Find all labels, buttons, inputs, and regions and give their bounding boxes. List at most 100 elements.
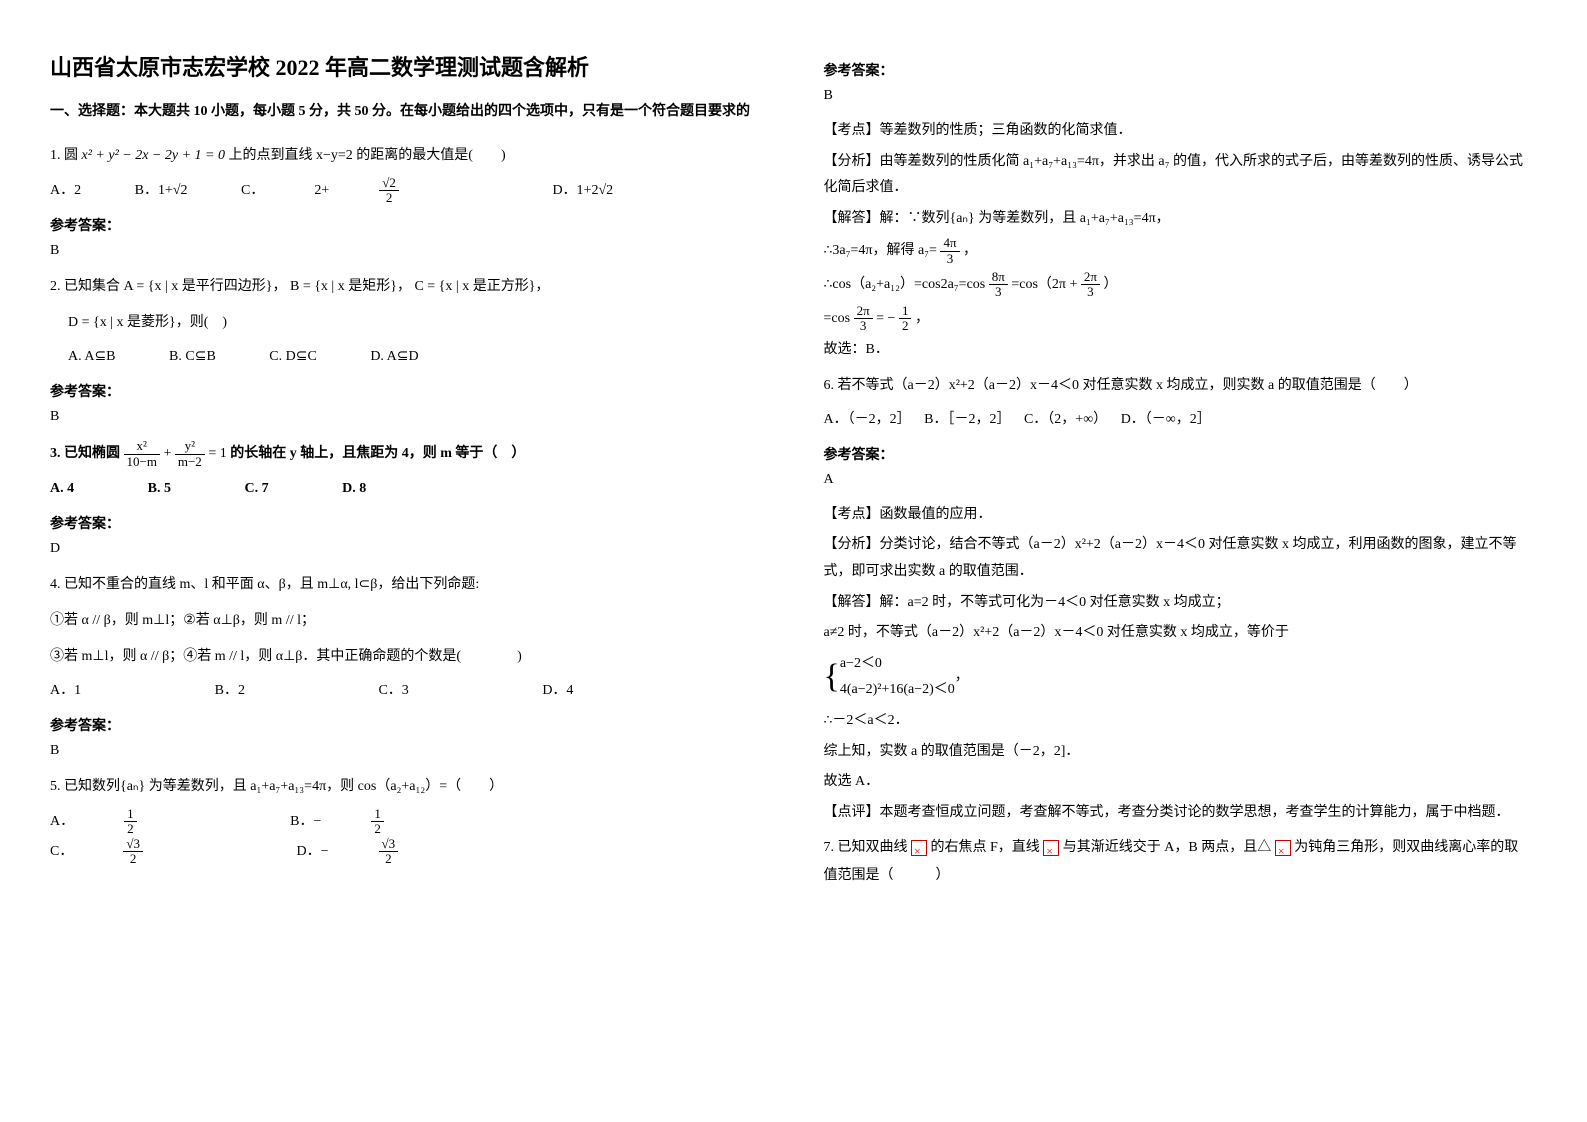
q1-optC-frac: √22 [379,176,449,206]
q2-options: A. A⊆B B. C⊆B C. D⊆C D. A⊆D [68,343,754,371]
lbl: D．− [296,838,328,866]
q4-optC: C．3 [378,677,408,705]
q5-optB: B．− 12 [290,807,484,837]
q2-ans: B [50,409,754,425]
frac-num: 1 [371,807,384,822]
q6-options: A．（－2，2］ B．［－2，2］ C．（2，+∞） D．（－∞，2］ [824,406,1528,434]
q1-options: A．2 B．1+√2 C． 2+ √22 D．1+2√2 [50,176,754,206]
q4-optB: B．2 [215,677,245,705]
frac: 4π3 [940,236,959,266]
q6-gx: 故选 A． [824,769,1528,796]
frac-num: 4π [940,236,959,251]
q2-optD: D. A⊆D [370,343,418,371]
q4-options: A．1 B．2 C．3 D．4 [50,677,754,705]
brace-icon: { [824,660,840,694]
txt: ∴cos（a₂+a₁₂）=cos2a₇=cos [824,277,989,292]
frac-num: 2π [1081,270,1100,285]
q6-jd4: 综上知，实数 a 的取值范围是（－2，2]． [824,739,1528,766]
frac: √32 [123,837,193,867]
sys1: a−2＜0 [840,651,955,678]
missing-image-icon [1275,840,1291,856]
frac-den: 2 [899,319,912,333]
q3-plus: + [163,446,174,461]
q1-optC-pre: C． [241,177,264,205]
q3-pre: 3. 已知椭圆 [50,446,124,461]
q2-optA: A. A⊆B [68,343,116,371]
q1-stem: 1. 圆 x² + y² − 2x − 2y + 1 = 0 上的点到直线 x−… [50,142,754,170]
q6-kd: 【考点】函数最值的应用． [824,502,1528,529]
q6-optC: C．（2，+∞） [1024,406,1107,434]
q6-dp: 【点评】本题考查恒成立问题，考查解不等式，考查分类讨论的数学思想，考查学生的计算… [824,800,1528,827]
q5-ans-label: 参考答案： [824,60,1528,80]
frac: 12 [371,807,434,837]
frac: 12 [899,304,912,334]
q1-optC-prefix: 2+ [314,177,329,205]
q6-jd3: ∴－2＜a＜2． [824,708,1528,735]
sys2: 4(a−2)²+16(a−2)＜0 [840,677,955,704]
txt: ） [1103,277,1117,292]
q1-ans: B [50,243,754,259]
q5-optC: C．√32 [50,837,243,867]
frac-den: 2 [379,852,399,866]
q6-stem: 6. 若不等式（a－2）x²+2（a－2）x－4＜0 对任意实数 x 均成立，则… [824,372,1528,400]
frac-num: 8π [989,270,1008,285]
q4-optA: A．1 [50,677,81,705]
q3-post: 的长轴在 y 轴上，且焦距为 4，则 m 等于（ ） [230,446,525,461]
q1-post: 上的点到直线 x−y=2 的距离的最大值是( ) [225,148,506,163]
q6-sys: { a−2＜0 4(a−2)²+16(a−2)＜0 ， [824,651,1528,704]
frac-num: √3 [123,837,143,852]
frac-den: 3 [940,252,959,266]
q5-optD: D．− √32 [296,837,498,867]
frac-num: y² [175,439,205,454]
q3-optC: C. 7 [244,475,268,503]
frac-num: √3 [379,837,399,852]
q2-stem: 2. 已知集合 A = {x | x 是平行四边形}， B = {x | x 是… [50,273,754,301]
frac-den: 3 [854,319,873,333]
frac-den: 3 [989,285,1008,299]
q5-stem: 5. 已知数列{aₙ} 为等差数列，且 a₁+a₇+a₁₃=4π，则 cos（a… [50,773,754,801]
q3-stem: 3. 已知椭圆 x²10−m + y²m−2 = 1 的长轴在 y 轴上，且焦距… [50,439,754,469]
q7-stem: 7. 已知双曲线 的右焦点 F，直线 与其渐近线交于 A，B 两点，且△ 为钝角… [824,834,1528,890]
q6-jd2: a≠2 时，不等式（a－2）x²+2（a－2）x－4＜0 对任意实数 x 均成立… [824,620,1528,647]
missing-image-icon [911,840,927,856]
txt: ， [915,311,929,326]
q2-stem2: D = {x | x 是菱形}，则( ) [68,309,754,337]
sys-body: a−2＜0 4(a−2)²+16(a−2)＜0 [840,651,955,704]
q1-formula: x² + y² − 2x − 2y + 1 = 0 [82,148,226,163]
lbl: B．− [290,808,321,836]
missing-image-icon [1043,840,1059,856]
q5-optA: A．12 [50,807,237,837]
frac-den: 3 [1081,285,1100,299]
q6-optD: D．（－∞，2］ [1121,406,1211,434]
q3-ans-label: 参考答案： [50,513,754,533]
frac-den: 2 [124,822,137,836]
frac: 2π3 [854,304,873,334]
frac-num: √2 [379,176,399,191]
q5-options: A．12 B．−12 C．√32 D．−√32 [50,807,754,866]
frac: 12 [124,807,187,837]
q5-jd2: ∴3a₇=4π，解得 a₇= 4π3 ， [824,236,1528,266]
q5-ans: B [824,88,1528,104]
txt: =cos（2π + [1011,277,1081,292]
txt: = − [876,311,895,326]
q6-optB: B．［－2，2］ [924,406,1010,434]
q3-eq: = 1 [208,446,226,461]
txt: 与其渐近线交于 A，B 两点，且△ [1063,840,1275,855]
q5-jd1: 【解答】解：∵数列{aₙ} 为等差数列，且 a₁+a₇+a₁₃=4π， [824,206,1528,233]
q6-ans-label: 参考答案： [824,444,1528,464]
q1-optA: A．2 [50,177,81,205]
right-column: 参考答案： B 【考点】等差数列的性质；三角函数的化简求值． 【分析】由等差数列… [794,0,1587,1122]
frac-num: 1 [899,304,912,319]
q1-optB: B．1+√2 [135,177,188,205]
q6-fx: 【分析】分类讨论，结合不等式（a－2）x²+2（a－2）x－4＜0 对任意实数 … [824,532,1528,585]
q2-optC: C. D⊆C [269,343,317,371]
frac-den: 10−m [124,455,160,469]
frac: 8π3 [989,270,1008,300]
frac-den: 2 [123,852,143,866]
frac: 2π3 [1081,270,1100,300]
txt: =cos [824,311,854,326]
txt: ∴3a₇=4π，解得 a₇= [824,243,941,258]
txt: ， [963,243,977,258]
q1-optD: D．1+2√2 [552,177,613,205]
q4-stem: 4. 已知不重合的直线 m、l 和平面 α、β，且 m⊥α, l⊂β，给出下列命… [50,571,754,599]
